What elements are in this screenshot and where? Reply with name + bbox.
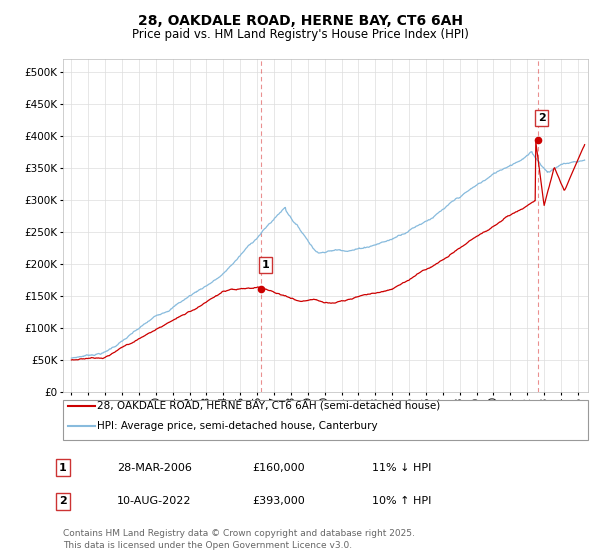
Text: Contains HM Land Registry data © Crown copyright and database right 2025.
This d: Contains HM Land Registry data © Crown c… [63, 529, 415, 550]
Text: 1: 1 [59, 463, 67, 473]
Text: HPI: Average price, semi-detached house, Canterbury: HPI: Average price, semi-detached house,… [97, 421, 378, 431]
Text: 11% ↓ HPI: 11% ↓ HPI [372, 463, 431, 473]
Text: 28-MAR-2006: 28-MAR-2006 [117, 463, 192, 473]
Text: 10% ↑ HPI: 10% ↑ HPI [372, 496, 431, 506]
Text: 28, OAKDALE ROAD, HERNE BAY, CT6 6AH: 28, OAKDALE ROAD, HERNE BAY, CT6 6AH [137, 14, 463, 28]
Text: 1: 1 [262, 260, 269, 270]
Text: 2: 2 [538, 113, 545, 123]
Text: 28, OAKDALE ROAD, HERNE BAY, CT6 6AH (semi-detached house): 28, OAKDALE ROAD, HERNE BAY, CT6 6AH (se… [97, 401, 440, 411]
Text: £160,000: £160,000 [252, 463, 305, 473]
Text: Price paid vs. HM Land Registry's House Price Index (HPI): Price paid vs. HM Land Registry's House … [131, 28, 469, 41]
Text: 2: 2 [59, 496, 67, 506]
Text: 10-AUG-2022: 10-AUG-2022 [117, 496, 191, 506]
Text: £393,000: £393,000 [252, 496, 305, 506]
